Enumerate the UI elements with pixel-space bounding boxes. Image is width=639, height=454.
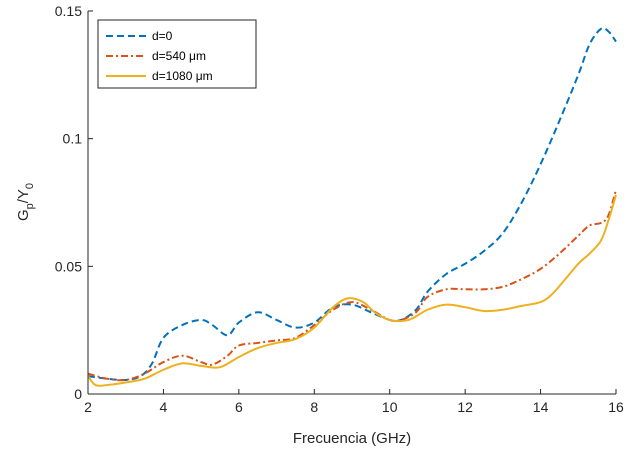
y-tick-label: 0.15 <box>55 3 82 19</box>
x-tick-label: 10 <box>382 399 398 415</box>
legend-label-1: d=0 <box>152 29 173 43</box>
y-axis-label-sub1: p <box>24 203 36 209</box>
legend: d=0 d=540 μm d=1080 μm <box>97 19 257 89</box>
y-axis-label-sub2: 0 <box>24 183 36 189</box>
series-line-3 <box>87 194 617 387</box>
y-axis-label-main1: G <box>15 209 32 221</box>
x-tick-label: 16 <box>608 399 624 415</box>
y-axis-label-main2: /Y <box>15 189 32 203</box>
y-tick-label: 0.1 <box>63 131 83 147</box>
y-tick-label: 0 <box>74 386 82 402</box>
x-tick-label: 6 <box>235 399 243 415</box>
x-tick-label: 14 <box>533 399 549 415</box>
x-tick-label: 4 <box>160 399 168 415</box>
y-axis-label: Gp/Y0 <box>15 183 36 221</box>
legend-items: d=0 d=540 μm d=1080 μm <box>106 29 213 83</box>
legend-label-2: d=540 μm <box>152 49 206 63</box>
series-line-1 <box>87 27 617 382</box>
x-axis-label: Frecuencia (GHz) <box>293 430 411 447</box>
axes-layer <box>87 11 616 395</box>
y-tick-label: 0.05 <box>55 258 82 274</box>
legend-label-3: d=1080 μm <box>152 69 213 83</box>
tick-layer: 2 4 6 8 10 12 14 16 0 0.05 0.1 0.15 <box>55 3 624 415</box>
x-tick-label: 8 <box>310 399 318 415</box>
x-tick-label: 2 <box>84 399 92 415</box>
series-layer <box>87 27 617 387</box>
x-tick-label: 12 <box>457 399 473 415</box>
